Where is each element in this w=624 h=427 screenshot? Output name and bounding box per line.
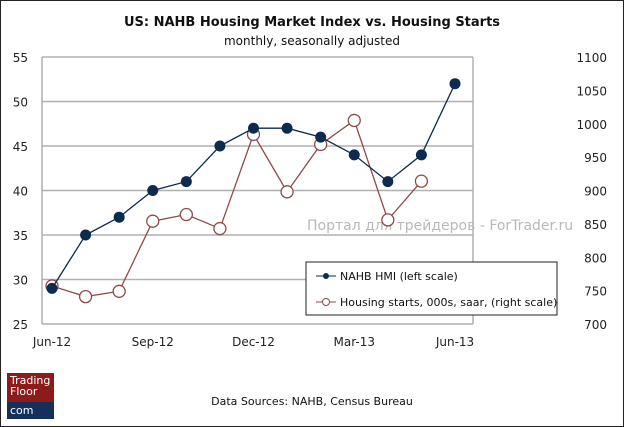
data-source: Data Sources: NAHB, Census Bureau [211,395,413,408]
housing-starts-point [347,113,361,128]
y-right-tick-label: 1000 [576,118,607,132]
y-left-tick-label: 55 [13,51,28,65]
y-left-tick-label: 50 [13,96,28,110]
logo-line3: com [10,404,34,417]
housing-starts-point [146,214,160,228]
chart-subtitle: monthly, seasonally adjusted [224,34,400,48]
hmi-point [382,176,394,188]
logo-line1: Trading [10,374,51,387]
x-tick-label: Jun-12 [32,335,71,349]
housing-starts-point [381,213,395,227]
housing-starts-point [78,289,93,304]
housing-starts-point [213,221,227,236]
tradingfloor-logo: Trading Floor com [7,373,54,419]
hmi-point [80,229,92,241]
y-right-tick-label: 950 [584,151,607,165]
hmi-point [180,176,192,188]
hmi-point [248,122,259,134]
hmi-point [281,122,293,134]
hmi-point [214,140,226,152]
legend-label-starts: Housing starts, 000s, saar, (right scale… [340,296,557,309]
x-tick-label: Mar-13 [334,335,375,349]
y-left-tick-label: 45 [13,140,28,154]
series-line-nahb-hmi [51,83,456,289]
housing-starts-point [179,207,193,222]
y-left-tick-label: 40 [13,185,28,199]
legend-marker-hmi [323,273,329,279]
hmi-point [449,78,461,90]
legend: NAHB HMI (left scale) Housing starts, 00… [305,261,558,316]
x-tick-label: Sep-12 [132,335,174,349]
legend-marker-starts [322,298,330,306]
watermark: Портал для трейдеров - ForTrader.ru [307,218,573,234]
hmi-point [147,185,159,196]
y-left-tick-label: 30 [13,274,28,288]
hmi-point [415,149,427,161]
y-right-tick-label: 900 [584,185,607,199]
y-left-tick-label: 35 [13,229,28,243]
housing-starts-point [280,185,294,199]
chart-title: US: NAHB Housing Market Index vs. Housin… [124,15,500,30]
hmi-point [348,149,360,161]
hmi-point [46,282,58,294]
x-tick-label: Jun-13 [435,335,474,349]
logo-line2: Floor [10,385,38,398]
y-right-tick-label: 700 [584,318,607,332]
housing-starts-point [112,284,126,298]
x-tick-label: Dec-12 [232,335,275,349]
y-right-tick-label: 1050 [576,84,607,98]
housing-starts-point [414,174,429,188]
y-left-tick-label: 25 [13,318,28,332]
y-right-tick-label: 750 [584,285,607,299]
y-right-tick-label: 850 [584,218,607,232]
y-right-tick-label: 1100 [576,51,607,65]
legend-label-hmi: NAHB HMI (left scale) [340,270,458,283]
hmi-point [113,211,125,223]
y-right-tick-label: 800 [584,251,607,265]
hmi-point [315,131,327,143]
